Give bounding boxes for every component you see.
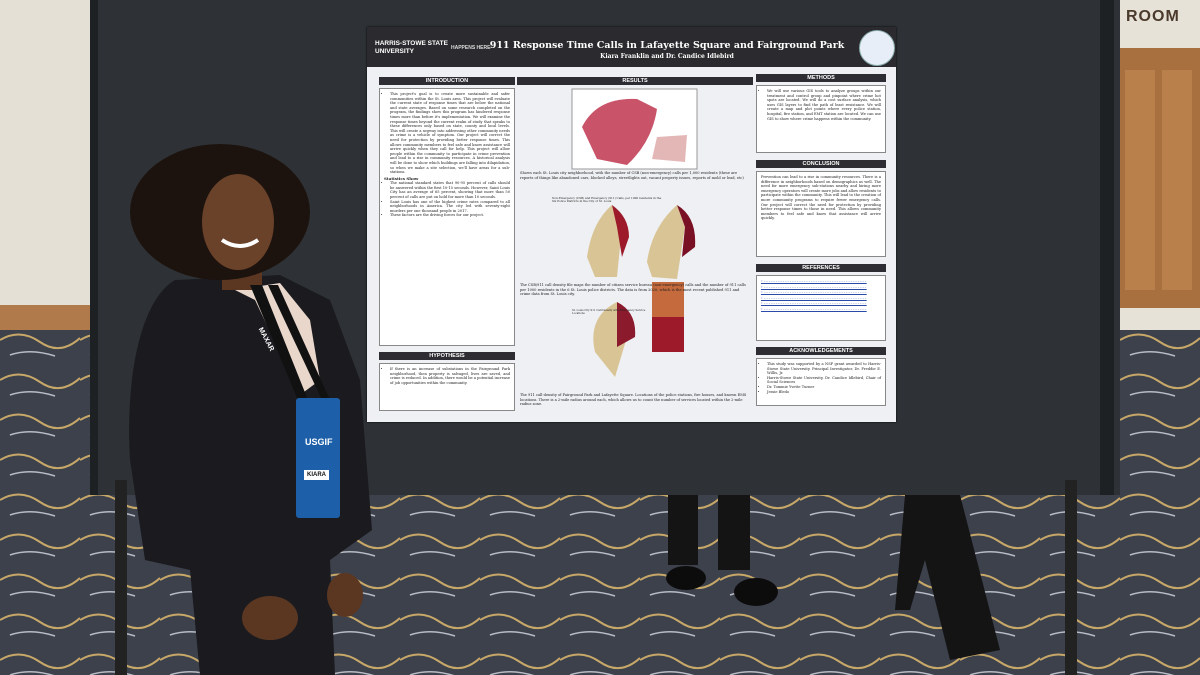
acknowledgement-item: This study was supported by a NSF grant …	[767, 362, 881, 376]
acknowledgements-list: This study was supported by a NSF grant …	[761, 362, 881, 394]
smile	[220, 238, 260, 248]
reference-link: • ~~~~~~~~~~~~~~~~~~~~~~~~~~~~~~~~~~~~~~…	[761, 284, 867, 289]
conclusion-box: Prevention can lead to a rise in communi…	[756, 171, 886, 257]
leg	[718, 495, 750, 570]
poster-title: 911 Response Time Calls in Lafayette Squ…	[489, 40, 845, 51]
leg	[668, 495, 698, 565]
baseboard	[0, 305, 95, 330]
badge-name: KIARA	[304, 470, 329, 480]
badge-org: USGIF	[305, 437, 333, 447]
statistics-heading: Statistics Show	[384, 175, 419, 181]
results-maps	[571, 88, 698, 377]
references-box: • ~~~~~~~~~~~~~~~~~~~~~~~~~~~~~~~~~~~~~~…	[756, 275, 886, 341]
reference-link: • ~~~~~~~~~~~~~~~~~~~~~~~~~~~~~~~~~~~~~~…	[761, 290, 867, 294]
acknowledgement-item: Dr. Tommie Yvette Turner	[767, 385, 881, 390]
board-leg	[115, 480, 127, 675]
reference-link: • ~~~~~~~~~~~~~~~~~~~~~~~~~~~~~~~~~~~~~~…	[761, 306, 867, 311]
face	[202, 174, 274, 270]
reference-link: • ~~~~~~~~~~~~~~~~~~~~~~~~~~~~~~~~~~~~~~…	[761, 279, 867, 283]
methods-list: We will use various GIS tools to analyze…	[761, 89, 881, 121]
map-shape	[647, 205, 685, 279]
statistics-list: The national standard states that 90-95 …	[384, 181, 510, 218]
acknowledgements-box: This study was supported by a NSF grant …	[756, 358, 886, 406]
reference-link: • ~~~~~~~~~~~~~~~~~~~~~~~~~~~~~~~~~~~~~~…	[761, 295, 867, 300]
hypothesis-box: If there is an increase of substations i…	[379, 363, 515, 411]
statistic-item: These factors are the driving forces for…	[390, 213, 510, 218]
map-title: Non-Emergency (CSB) and Emergency (911) …	[552, 196, 662, 204]
section-heading: ACKNOWLEDGEMENTS	[756, 347, 886, 355]
section-heading: HYPOTHESIS	[379, 352, 515, 360]
reference-link: • ~~~~~~~~~~~~~~~~~~~~~~~~~~~~~~~~~~~~~~…	[761, 301, 867, 305]
university-logo: HARRIS-STOWE STATE UNIVERSITY	[375, 40, 448, 55]
map-shape	[587, 205, 622, 277]
wall-left	[0, 0, 95, 330]
conclusion-text: Prevention can lead to a rise in communi…	[761, 175, 881, 221]
tagline: HAPPENS HERE	[451, 45, 491, 51]
map-shape	[652, 135, 687, 162]
lanyard-strap	[250, 285, 310, 405]
lanyard-strap	[268, 285, 330, 400]
section-heading: RESULTS	[517, 77, 753, 85]
result-caption: Shows each St. Louis city neighborhood, …	[520, 171, 744, 180]
map-shape	[677, 205, 696, 257]
map-shape	[617, 302, 636, 347]
acknowledgement-item: Harris-Stowe State University, Dr. Candi…	[767, 376, 881, 385]
intro-list: This project's goal is to create more su…	[384, 92, 510, 175]
methods-text: We will use various GIS tools to analyze…	[767, 89, 881, 121]
badge	[296, 398, 340, 518]
shoe	[734, 578, 778, 606]
introduction-box: This project's goal is to create more su…	[379, 88, 515, 346]
shoe	[666, 566, 706, 590]
hand	[327, 573, 363, 617]
board-frame	[1100, 0, 1114, 495]
poster-authors: Kiara Franklin and Dr. Candice Idlebird	[600, 53, 734, 60]
section-heading: REFERENCES	[756, 264, 886, 272]
board-leg	[1065, 480, 1077, 675]
statistic-item: The national standard states that 90-95 …	[390, 181, 510, 199]
acknowledgement-item: Jessie Bledo	[767, 390, 881, 395]
poster: HARRIS-STOWE STATE UNIVERSITY HAPPENS HE…	[367, 27, 896, 422]
nsf-seal	[859, 30, 895, 66]
hypothesis-text: If there is an increase of substations i…	[390, 367, 510, 385]
statistic-item: Saint Louis has one of the highest crime…	[390, 200, 510, 214]
map-shape	[652, 317, 684, 352]
map-shape	[612, 205, 629, 257]
door-panel	[1162, 70, 1192, 290]
result-caption: The 911 call-density of Fairground Park …	[520, 393, 747, 407]
map-shape	[582, 98, 657, 165]
intro-text: This project's goal is to create more su…	[390, 92, 510, 175]
map-title: St. Louis City 911 Call Density with Eme…	[572, 309, 646, 316]
hypothesis-list: If there is an increase of substations i…	[384, 367, 510, 385]
section-heading: INTRODUCTION	[379, 77, 515, 85]
methods-box: We will use various GIS tools to analyze…	[756, 85, 886, 153]
result-caption: The CSB/911 call density file maps the n…	[520, 283, 746, 297]
room-sign: ROOM	[1126, 8, 1180, 25]
leg	[895, 495, 1000, 660]
poster-banner	[367, 27, 896, 67]
hand	[242, 596, 298, 640]
section-heading: METHODS	[756, 74, 886, 82]
section-heading: CONCLUSION	[756, 160, 886, 168]
board-frame	[90, 0, 98, 495]
door-panel	[1125, 70, 1155, 290]
